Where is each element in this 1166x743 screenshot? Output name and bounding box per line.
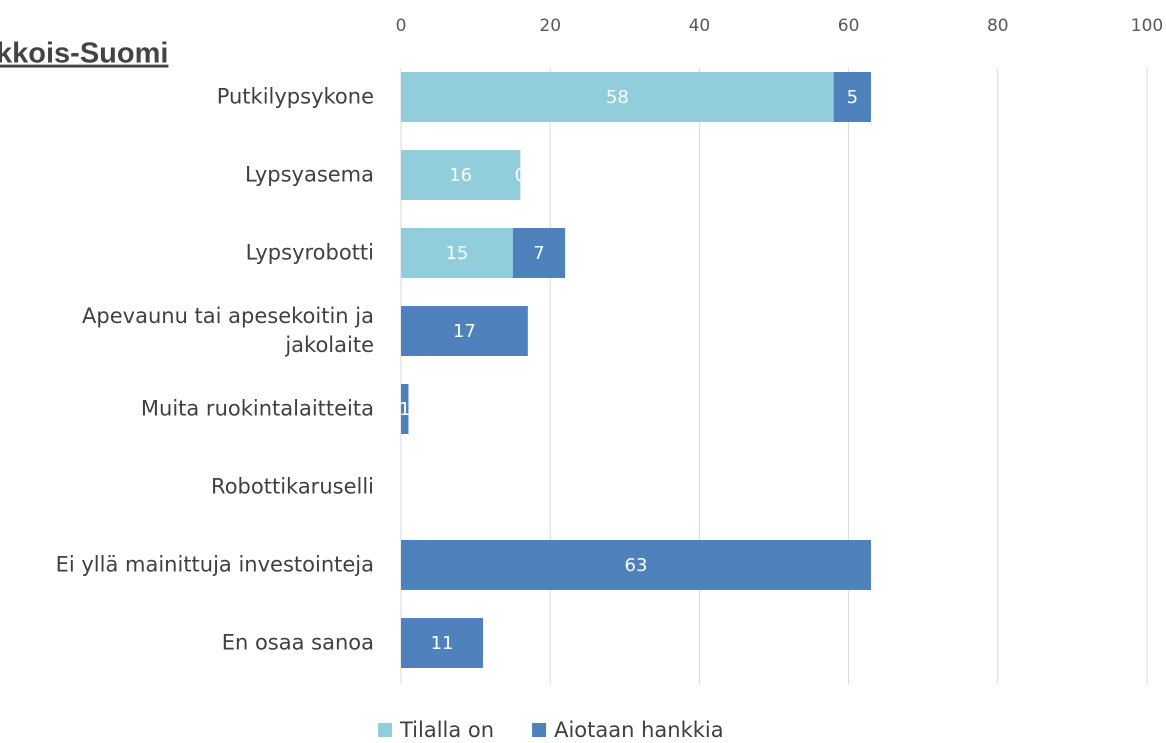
data-label: 1 — [399, 399, 410, 420]
y-tick-label: Lypsyasema — [245, 162, 374, 187]
y-tick-label: Muita ruokintalaitteita — [140, 396, 374, 421]
data-label: 16 — [449, 165, 472, 186]
bar-segment — [401, 72, 834, 122]
bar-segment — [833, 72, 871, 122]
chart-title: kkois-Suomi — [0, 38, 168, 70]
data-label: 63 — [625, 555, 648, 576]
x-tick-label: 20 — [539, 16, 561, 36]
y-tick-label: Robottikaruselli — [211, 474, 374, 499]
y-tick-label: Lypsyrobotti — [245, 240, 374, 265]
data-label: 7 — [533, 243, 544, 264]
bar-segment — [401, 618, 484, 668]
bar-segment — [401, 384, 409, 434]
y-tick-label: En osaa sanoa — [221, 630, 374, 655]
legend-swatch — [378, 723, 392, 737]
bar-segment — [512, 228, 566, 278]
bar-segment — [401, 306, 528, 356]
x-tick-label: 0 — [396, 16, 407, 36]
bar-segment — [401, 228, 513, 278]
x-tick-label: 40 — [689, 16, 711, 36]
y-tick-label: Putkilypsykone — [216, 84, 374, 109]
legend-label: Aiotaan hankkia — [554, 718, 724, 742]
data-label: 15 — [445, 243, 468, 264]
data-label: 5 — [847, 87, 858, 108]
bar-segment — [401, 150, 521, 200]
x-tick-label: 60 — [838, 16, 860, 36]
x-tick-label: 100 — [1131, 16, 1163, 36]
x-tick-label: 80 — [987, 16, 1009, 36]
legend-swatch — [532, 723, 547, 737]
bar-segment — [401, 540, 871, 590]
data-label: 58 — [606, 87, 629, 108]
data-label: 0 — [515, 165, 526, 186]
data-label: 11 — [431, 633, 454, 654]
y-tick-label: Apevaunu tai apesekoitin ja jakolaite — [82, 304, 374, 357]
legend-label: Tilalla on — [399, 718, 494, 742]
data-label: 17 — [453, 321, 476, 342]
y-tick-label: Ei yllä mainittuja investointeja — [55, 552, 374, 577]
